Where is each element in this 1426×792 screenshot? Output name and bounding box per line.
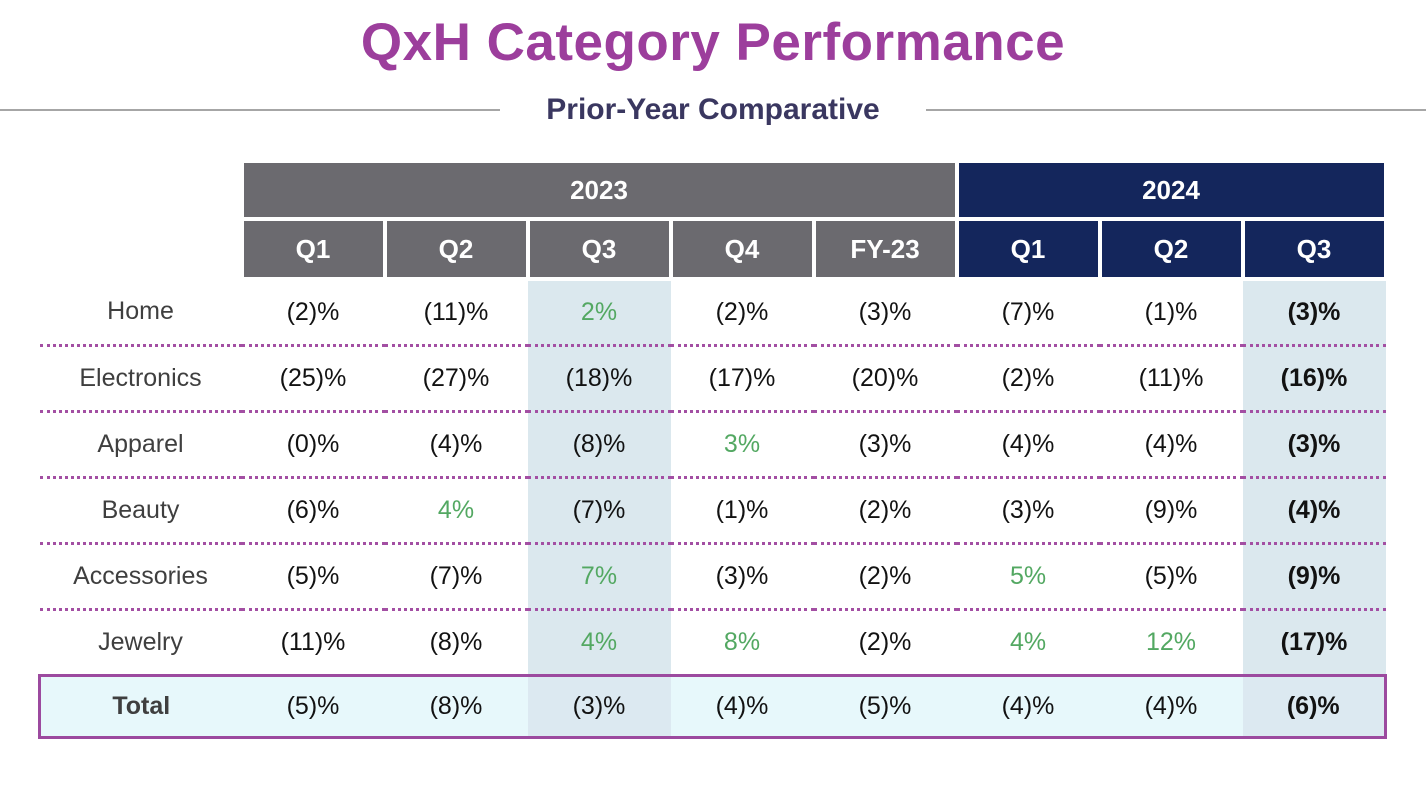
row-label: Beauty [39, 477, 242, 545]
page-title: QxH Category Performance [360, 13, 1066, 72]
value-cell: 4% [580, 627, 618, 656]
table-row-home: Home (2)% (11)% 2% (2)% (3)% (7)% (1)% (… [39, 279, 1386, 347]
row-label: Apparel [39, 411, 242, 479]
subtitle-rule-right [925, 109, 1426, 111]
value-cell: (8)% [384, 673, 528, 739]
value-cell: (11)% [384, 279, 528, 347]
value-cell: (5)% [241, 673, 385, 739]
table-row-electronics: Electronics (25)% (27)% (18)% (17)% (20)… [39, 345, 1386, 413]
value-cell: (11)% [280, 627, 346, 656]
value-cell: (7)% [527, 477, 671, 545]
column-header-q2-2024: Q2 [1097, 217, 1245, 281]
value-cell: (4)% [670, 673, 814, 739]
value-cell: (3)% [956, 477, 1100, 545]
table-row-total: Total (5)% (8)% (3)% (4)% (5)% (4)% (4)%… [38, 673, 1388, 739]
value-cell: (4)% [956, 411, 1100, 479]
value-cell: 5% [956, 543, 1100, 611]
column-header-q3-2023: Q3 [525, 217, 673, 281]
value-cell: (2)% [813, 543, 957, 611]
value-cell: (4)% [1099, 411, 1243, 479]
column-header-q1-2023: Q1 [239, 217, 387, 281]
value-cell: (6)% [241, 477, 385, 545]
subtitle-band: Prior-Year Comparative [0, 93, 1426, 127]
value-cell: (6)% [1242, 673, 1388, 739]
quarter-header-row: Q1 Q2 Q3 Q4 FY-23 Q1 Q2 Q3 [40, 217, 1388, 281]
value-cell: (1)% [670, 477, 814, 545]
value-cell: (0)% [241, 411, 385, 479]
column-header-q3-2024: Q3 [1240, 217, 1388, 281]
value-cell: (7)% [956, 279, 1100, 347]
value-cell: 4% [384, 477, 528, 545]
column-header-q4-2023: Q4 [668, 217, 816, 281]
year-header-2023: 2023 [239, 159, 959, 221]
value-cell: 3% [670, 411, 814, 479]
value-cell: (5)% [241, 543, 385, 611]
value-cell: 4% [1009, 627, 1047, 656]
column-header-q1-2024: Q1 [954, 217, 1102, 281]
row-label: Accessories [39, 543, 242, 611]
header-spacer [40, 161, 242, 219]
row-label: Total [38, 673, 242, 739]
value-cell: (4)% [1099, 673, 1243, 739]
value-cell: 2% [527, 279, 671, 347]
subtitle: Prior-Year Comparative [546, 93, 880, 126]
value-cell: (3)% [1242, 279, 1386, 347]
value-cell: (17)% [1280, 627, 1348, 656]
value-cell: (4)% [1242, 477, 1386, 545]
value-cell: (20)% [813, 345, 957, 413]
column-header-fy23: FY-23 [811, 217, 959, 281]
value-cell: (5)% [813, 673, 957, 739]
value-cell: (27)% [384, 345, 528, 413]
table-row-jewelry: Jewelry (11)% (8)% 4% 8% (2)% 4% 12% (17… [40, 609, 1386, 675]
value-cell: 7% [527, 543, 671, 611]
value-cell: 12% [1145, 627, 1197, 656]
value-cell: (2)% [241, 279, 385, 347]
value-cell: (11)% [1099, 345, 1243, 413]
value-cell: (3)% [1242, 411, 1386, 479]
value-cell: 8% [723, 627, 761, 656]
row-label: Electronics [39, 345, 242, 413]
value-cell: (9)% [1242, 543, 1386, 611]
value-cell: (4)% [956, 673, 1100, 739]
row-label: Jewelry [98, 627, 183, 656]
value-cell: (1)% [1099, 279, 1243, 347]
value-cell: (3)% [670, 543, 814, 611]
value-cell: (2)% [813, 477, 957, 545]
value-cell: (3)% [527, 673, 671, 739]
value-cell: (4)% [384, 411, 528, 479]
performance-table: 2023 2024 Q1 Q2 Q3 Q4 FY-23 Q1 Q2 Q3 Hom… [38, 159, 1388, 739]
row-label: Home [39, 279, 242, 347]
value-cell: (8)% [429, 627, 483, 656]
header-spacer [40, 219, 242, 279]
value-cell: (2)% [956, 345, 1100, 413]
subtitle-rule-left [0, 109, 501, 111]
table-row-beauty: Beauty (6)% 4% (7)% (1)% (2)% (3)% (9)% … [39, 477, 1386, 545]
table-row-apparel: Apparel (0)% (4)% (8)% 3% (3)% (4)% (4)%… [39, 411, 1386, 479]
value-cell: (8)% [527, 411, 671, 479]
value-cell: (18)% [527, 345, 671, 413]
value-cell: (7)% [384, 543, 528, 611]
value-cell: (17)% [670, 345, 814, 413]
table-row-accessories: Accessories (5)% (7)% 7% (3)% (2)% 5% (5… [39, 543, 1386, 611]
value-cell: (9)% [1099, 477, 1243, 545]
value-cell: (3)% [813, 411, 957, 479]
value-cell: (2)% [858, 627, 912, 656]
value-cell: (25)% [241, 345, 385, 413]
value-cell: (5)% [1099, 543, 1243, 611]
year-header-2024: 2024 [954, 159, 1388, 221]
value-cell: (16)% [1242, 345, 1386, 413]
column-header-q2-2023: Q2 [382, 217, 530, 281]
value-cell: (2)% [670, 279, 814, 347]
year-header-row: 2023 2024 [40, 159, 1388, 221]
value-cell: (3)% [813, 279, 957, 347]
